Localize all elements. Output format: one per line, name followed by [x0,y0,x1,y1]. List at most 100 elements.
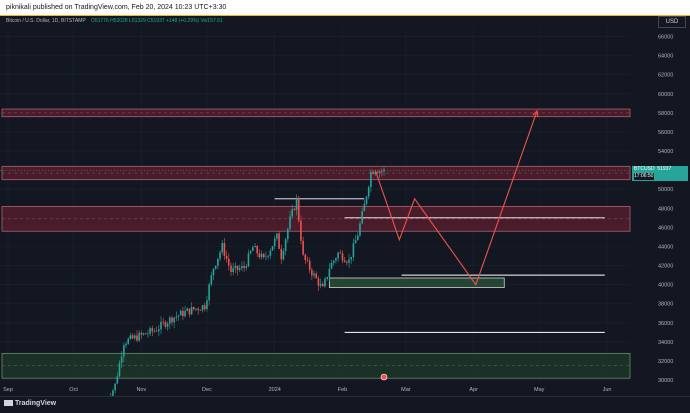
candle-body [197,308,199,311]
x-axis-tick-label: Sep [3,387,13,393]
candle-body [125,343,127,346]
x-axis-tick-label: 2024 [269,387,281,393]
candle-body [346,262,348,263]
candle-body [162,321,165,323]
y-axis-tick-label: 42000 [658,264,673,270]
candle-body [210,275,213,285]
candle-body [302,240,304,255]
candle-body [120,356,123,363]
candle-body [339,252,342,254]
candle-body [254,245,256,248]
candle-body [144,333,147,335]
candle-body [273,238,276,247]
candle-body [278,233,280,249]
currency-selector[interactable]: USD [658,16,686,28]
candle-body [234,265,237,269]
candle-body [374,172,377,175]
candle-body [276,233,278,239]
candle-body [376,172,379,174]
candle-body [149,328,151,334]
tradingview-logo[interactable]: TradingView [4,400,56,407]
candle-body [322,283,324,287]
candle-body [193,307,195,310]
candle-body [208,284,210,301]
candle-body [291,209,293,217]
candle-body [179,310,182,316]
price-tag-symbol: BTCUSD 51937 [634,165,672,172]
candle-body [221,243,224,253]
candle-body [252,247,254,251]
candle-body [153,330,156,332]
candle-body [363,203,366,212]
candle-body [175,316,178,318]
candle-body [370,171,372,187]
candle-body [269,250,272,256]
candle-body [142,333,145,335]
candle-body [114,383,116,391]
y-axis-tick-label: 32000 [658,359,673,365]
candle-body [319,283,322,286]
candle-body [365,196,368,204]
candle-body [140,332,143,335]
candle-body [359,223,361,236]
y-axis-tick-label: 34000 [658,340,673,346]
x-axis-tick-label: Feb [338,387,347,393]
y-axis-tick-label: 30000 [658,378,673,384]
candle-body [308,260,311,270]
candle-body [352,243,355,257]
candle-body [315,273,318,279]
candle-body [326,277,328,279]
candle-body [297,197,300,221]
candle-body [243,265,245,268]
candle-body [256,245,259,254]
candle-body [280,248,283,260]
y-axis-tick-label: 58000 [658,111,673,117]
candle-body [129,335,132,339]
candle-body [354,240,357,244]
candle-body [367,186,370,197]
candle-body [267,255,269,257]
symbol-legend[interactable]: Bitcoin / U.S. Dollar, 1D, BITSTAMP O517… [6,18,223,24]
candle-body [236,265,239,270]
candle-body [271,246,274,251]
y-axis-tick-label: 50000 [658,187,673,193]
candle-body [241,265,243,269]
candle-body [186,308,189,311]
candle-body [133,335,136,339]
candle-body [230,265,232,273]
candle-body [313,273,315,276]
event-flag-icon[interactable] [380,373,388,381]
projection-path [374,110,538,286]
candle-body [258,253,261,258]
candle-body [136,335,138,341]
candle-body [188,308,191,315]
candle-body [328,268,331,278]
y-axis-tick-label: 64000 [658,54,673,60]
candle-body [225,255,228,259]
candle-body [201,305,204,311]
y-axis-tick-label: 62000 [658,73,673,79]
y-axis-tick-label: 56000 [658,130,673,136]
candle-body [306,260,309,261]
publish-header-text: piknikali published on TradingView.com, … [6,4,227,11]
candle-body [212,268,215,276]
candle-body [158,329,160,332]
y-axis-tick-label: 36000 [658,321,673,327]
candle-body [173,317,175,323]
candle-body [182,310,184,317]
candle-body [317,278,320,286]
candle-body [372,171,374,175]
candle-body [293,209,296,210]
x-axis-tick-label: Oct [69,387,78,393]
candle-body [300,220,302,241]
candle-body [383,169,385,172]
candle-body [147,333,149,335]
x-axis-tick-label: Mar [401,387,411,393]
candle-body [356,235,359,241]
candle-body [378,171,381,174]
last-price-tag: BTCUSD 51937 17:06:50 [632,165,688,181]
candle-body [284,239,287,252]
candle-body [168,317,171,324]
